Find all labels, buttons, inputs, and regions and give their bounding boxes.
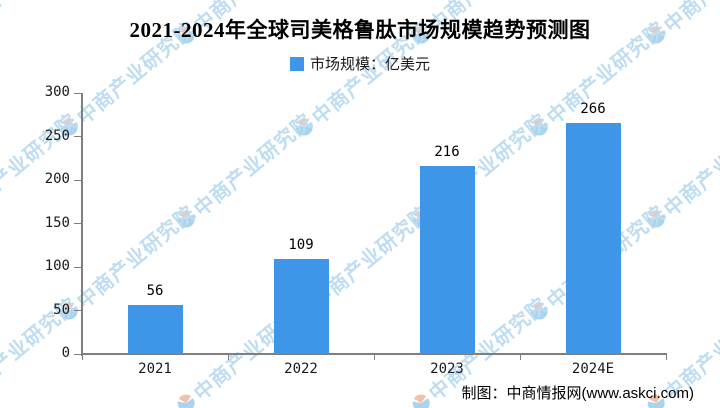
plot-area: 0 50 100 150 200 250 300 56 2021 109 2022 216 2023 26… [45,84,667,377]
y-tick-mark [74,92,81,94]
x-tick-label: 2022 [284,361,318,377]
chart-title: 2021-2024年全球司美格鲁肽市场规模趋势预测图 [129,18,591,42]
legend: 市场规模：亿美元 [0,53,720,74]
x-tick-mark [666,355,667,360]
bar-value-label: 109 [288,237,314,254]
y-tick-label: 300 [44,84,70,100]
bar-value-label: 216 [434,144,460,161]
x-tick-label: 2023 [430,361,464,377]
x-tick-label: 2024E [571,361,615,377]
y-tick-mark [74,266,81,268]
y-tick-mark [74,310,81,311]
x-tick-mark [374,355,375,360]
x-tick-mark [520,355,521,360]
x-tick-mark [228,355,229,360]
bar-value-label: 266 [580,100,606,117]
y-tick-label: 100 [44,258,70,274]
y-axis-line [81,93,83,356]
y-tick-label: 250 [44,127,70,144]
bar [127,305,183,354]
bar [273,259,329,354]
y-tick-mark [74,136,81,137]
y-tick-mark [74,223,81,224]
y-tick-label: 50 [53,301,70,318]
x-tick-label: 2021 [138,361,172,377]
y-tick-label: 0 [61,345,70,361]
bar-value-label: 56 [146,283,164,300]
watermark-text: 中商产业研究院 [0,109,83,222]
y-tick-label: 200 [44,171,70,187]
x-axis-line [81,353,667,355]
legend-label: 市场规模：亿美元 [309,56,430,73]
y-tick-label: 150 [44,214,70,231]
y-tick-mark [74,353,81,355]
y-tick-mark [74,179,81,181]
x-tick-mark [82,355,83,360]
legend-swatch-icon [289,56,304,71]
bar [419,166,475,354]
bar [565,122,621,354]
attribution: 制图：中商情报网(www.askci.com) [461,385,694,402]
